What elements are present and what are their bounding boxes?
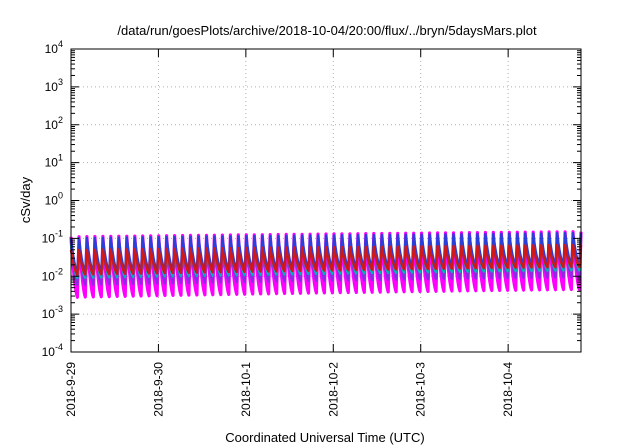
grid-lines bbox=[71, 49, 581, 352]
series-line bbox=[69, 231, 583, 274]
series-line bbox=[69, 243, 583, 276]
y-tick-label: 103 bbox=[45, 77, 63, 94]
x-tick-label: 2018-9-30 bbox=[151, 362, 165, 417]
y-axis-label: cSv/day bbox=[18, 176, 33, 223]
series-layer bbox=[69, 230, 583, 299]
x-tick-label: 2018-9-29 bbox=[64, 362, 78, 417]
series-5 bbox=[69, 243, 583, 276]
x-axis-label: Coordinated Universal Time (UTC) bbox=[225, 430, 424, 445]
y-tick-label: 102 bbox=[45, 115, 63, 132]
y-axis-ticks: 10-4 10-3 10-2 10-1 100 101 102 103 104 bbox=[42, 39, 581, 359]
x-tick-label: 2018-10-1 bbox=[239, 362, 253, 417]
y-tick-label: 104 bbox=[45, 39, 63, 56]
y-tick-label: 10-3 bbox=[42, 304, 63, 321]
y-tick-label: 10-4 bbox=[42, 342, 63, 359]
y-tick-label: 101 bbox=[45, 153, 63, 170]
y-tick-label: 100 bbox=[45, 191, 63, 208]
y-tick-label: 10-1 bbox=[42, 228, 63, 245]
x-tick-label: 2018-10-4 bbox=[501, 362, 515, 417]
x-tick-label: 2018-10-2 bbox=[326, 362, 340, 417]
chart-title: /data/run/goesPlots/archive/2018-10-04/2… bbox=[117, 23, 537, 38]
x-tick-label: 2018-10-3 bbox=[414, 362, 428, 417]
x-axis-ticks: 2018-9-29 2018-9-30 2018-10-1 2018-10-2 2018… bbox=[64, 49, 515, 417]
series-4 bbox=[69, 231, 583, 274]
y-tick-label: 10-2 bbox=[42, 266, 63, 283]
